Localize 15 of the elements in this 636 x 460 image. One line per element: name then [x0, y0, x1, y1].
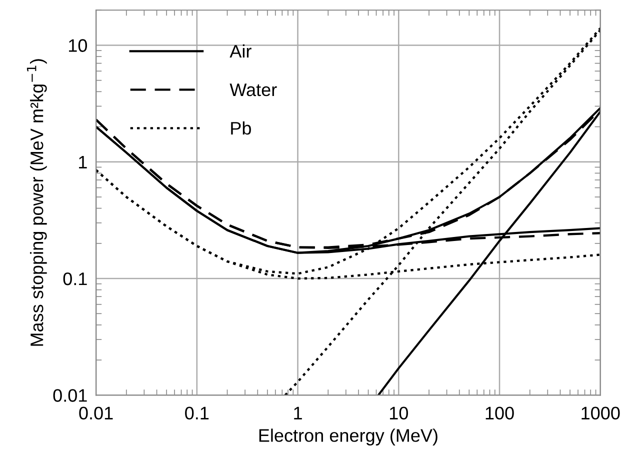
legend-label: Water	[230, 84, 277, 96]
x-tick-label: 1	[294, 406, 302, 420]
x-axis-title: Electron energy (MeV)	[259, 428, 438, 446]
y-tick-label: 10	[69, 39, 87, 52]
y-tick-label: 0.1	[63, 272, 87, 286]
x-tick-label: 0.01	[79, 406, 113, 420]
legend-label: Pb	[231, 121, 251, 135]
y-tick-label: 0.01	[53, 389, 87, 402]
y-tick-label: 1	[79, 156, 87, 168]
x-tick-label: 1000	[582, 406, 620, 420]
y-axis-title: Mass stopping power (MeV m²kg$^{−1}$)	[26, 59, 47, 346]
x-tick-label: 10	[390, 406, 408, 420]
x-tick-label: 100	[486, 406, 514, 420]
x-tick-label: 0.1	[185, 406, 209, 420]
legend-label: Air	[230, 44, 252, 58]
